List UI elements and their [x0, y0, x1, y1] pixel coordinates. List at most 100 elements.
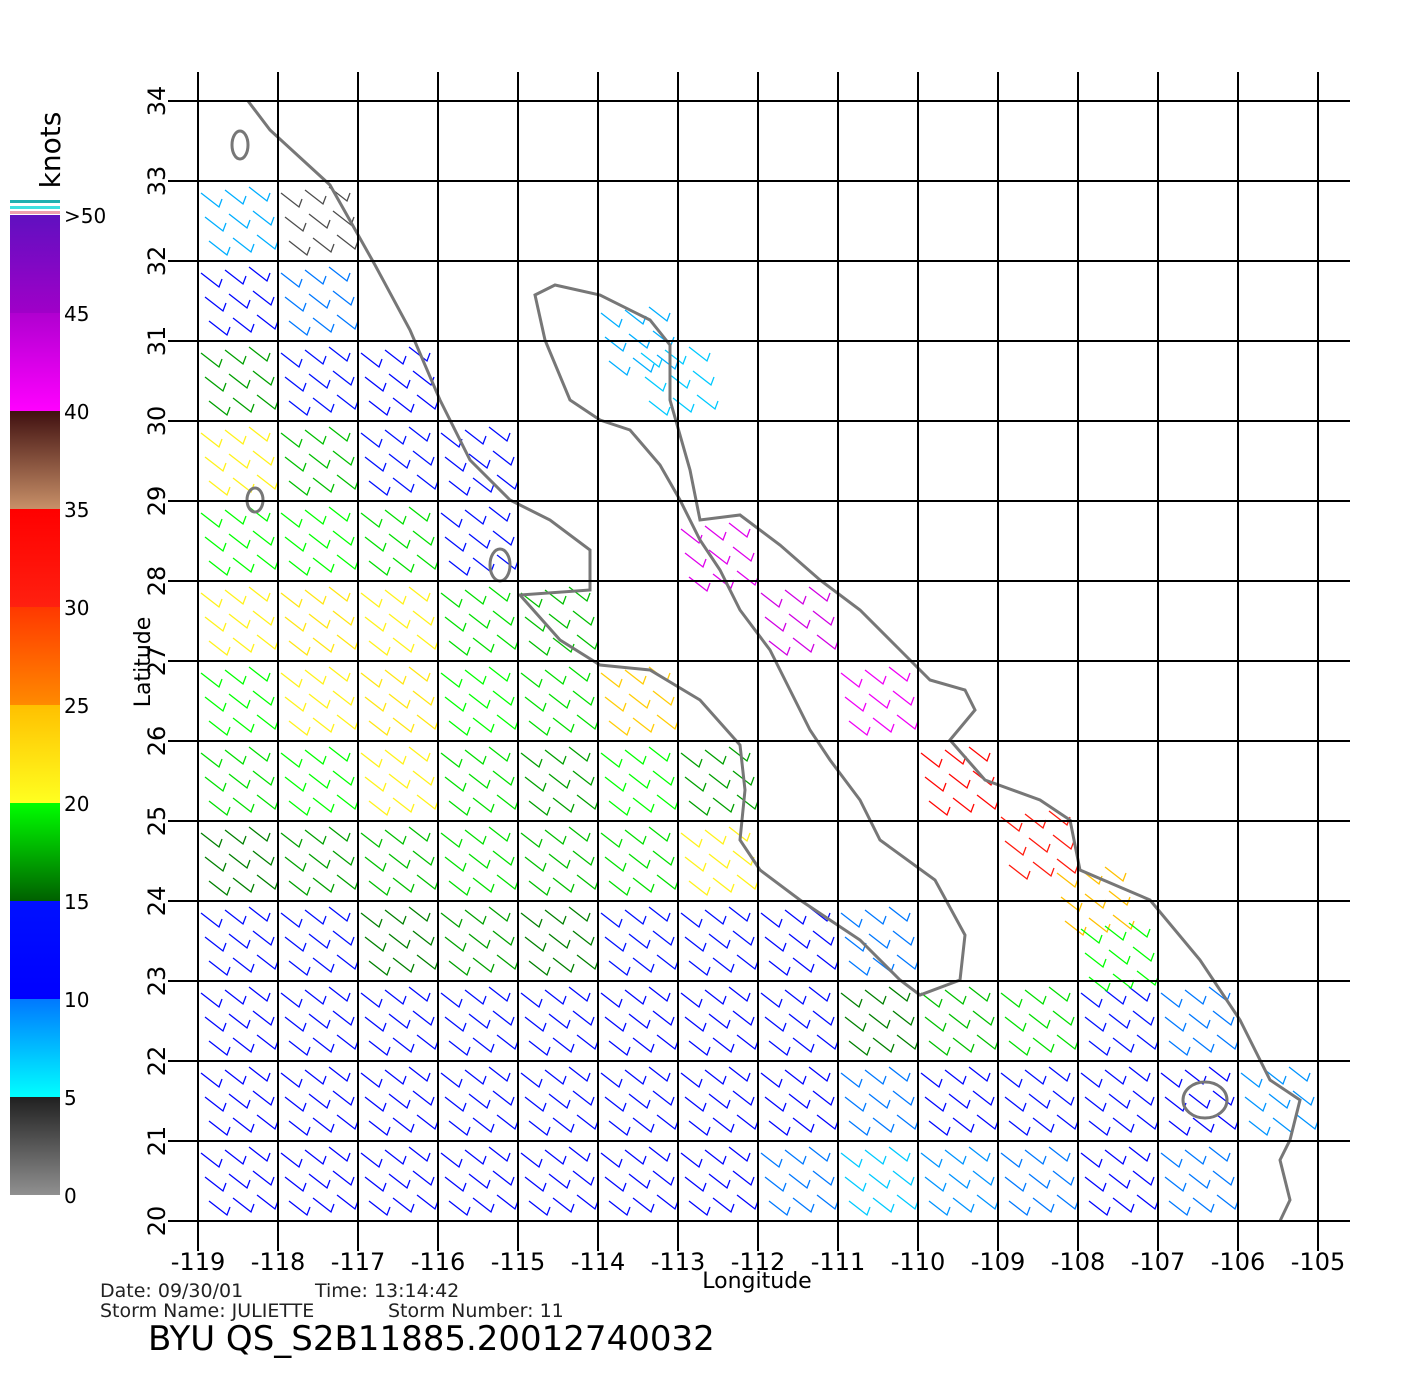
barb [364, 456, 387, 473]
barb [464, 1149, 487, 1166]
barb [656, 1114, 679, 1131]
barb [848, 1200, 871, 1217]
barb [256, 394, 279, 411]
wind-barbs [360, 426, 439, 497]
barb [392, 477, 415, 494]
barb [808, 986, 831, 1003]
barb [652, 1170, 675, 1187]
barb [1024, 1069, 1047, 1086]
colorbar-segment [10, 1097, 60, 1195]
barb [280, 832, 303, 849]
barb [604, 336, 627, 353]
wind-barbs [920, 1066, 999, 1137]
barb [628, 773, 651, 790]
barb [412, 530, 435, 547]
barb [388, 613, 411, 630]
barb [664, 349, 687, 366]
barb [1052, 1090, 1075, 1107]
barb [392, 797, 415, 814]
wind-barbs [200, 186, 279, 257]
barb [228, 453, 251, 470]
barb [288, 320, 311, 337]
barb [228, 933, 251, 950]
barb [360, 1072, 383, 1089]
barb [492, 1090, 515, 1107]
barb [204, 216, 227, 233]
barb [288, 560, 311, 577]
barb [448, 1040, 471, 1057]
barb [304, 909, 327, 926]
barb [288, 1040, 311, 1057]
barb [1244, 1096, 1267, 1113]
barb [200, 672, 223, 689]
barb [312, 477, 335, 494]
barb [252, 450, 275, 467]
barb [896, 1114, 919, 1131]
colorbar-tick-label: 30 [64, 596, 89, 620]
wind-barbs [1080, 1066, 1159, 1137]
barb [248, 426, 271, 443]
barb [392, 1197, 415, 1214]
wind-barbs [360, 746, 439, 817]
barb [408, 746, 431, 763]
barb [312, 957, 335, 974]
barb [412, 370, 435, 387]
barb [1112, 1117, 1135, 1134]
barb [416, 394, 439, 411]
barb [520, 992, 543, 1009]
wind-barbs [680, 1066, 759, 1137]
barb [440, 752, 463, 769]
barb [312, 717, 335, 734]
barb [628, 853, 651, 870]
barb [708, 853, 731, 870]
barb [288, 960, 311, 977]
barb [304, 269, 327, 286]
wind-barbs [200, 346, 279, 417]
y-tick-label: 27 [143, 646, 171, 677]
barb [872, 717, 895, 734]
barb [816, 1034, 839, 1051]
y-tick-label: 20 [143, 1206, 171, 1237]
barb [392, 1117, 415, 1134]
barb [1088, 976, 1111, 993]
barb [388, 693, 411, 710]
barb [680, 832, 703, 849]
barb [448, 560, 471, 577]
barb [1032, 861, 1055, 878]
barb [1028, 837, 1051, 854]
barb [308, 853, 331, 870]
barb [416, 1194, 439, 1211]
grid: -119 -118 -117 -116 -115 -114 -113 -112 -111 -110… [143, 72, 1350, 1276]
barb [544, 989, 567, 1006]
barb [232, 877, 255, 894]
barb [896, 1034, 919, 1051]
barb [412, 450, 435, 467]
barb [656, 714, 679, 731]
barb [336, 794, 359, 811]
date: Date: 09/30/01 [100, 1280, 243, 1302]
barb [384, 589, 407, 606]
barb [416, 1114, 439, 1131]
wind-barbs [360, 666, 439, 737]
barb [652, 1010, 675, 1027]
wind-barbs [920, 1146, 999, 1217]
barb [472, 477, 495, 494]
barb [280, 512, 303, 529]
barb [416, 554, 439, 571]
barb [1084, 1016, 1107, 1033]
barb [524, 616, 547, 633]
barb [844, 1016, 867, 1033]
barb [288, 880, 311, 897]
y-tick-label: 22 [143, 1046, 171, 1077]
barb [520, 912, 543, 929]
barb [608, 720, 631, 737]
barb [1164, 1176, 1187, 1193]
wind-barbs [360, 1146, 439, 1217]
barb [576, 874, 599, 891]
barb [388, 1013, 411, 1030]
barb [924, 1176, 947, 1193]
barb [392, 1037, 415, 1054]
barb [204, 776, 227, 793]
barb [444, 1016, 467, 1033]
barb [308, 933, 331, 950]
